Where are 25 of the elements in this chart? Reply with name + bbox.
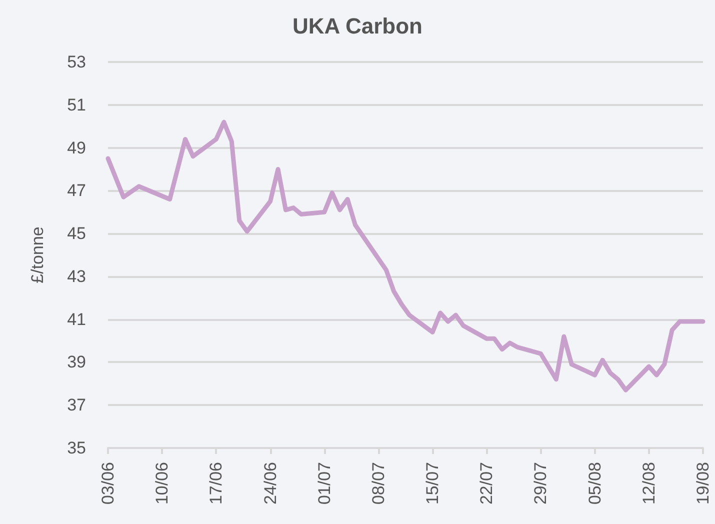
x-tick-label: 12/08 xyxy=(639,462,658,505)
y-tick-label: 47 xyxy=(67,181,86,200)
x-tick-label: 05/08 xyxy=(585,462,604,505)
y-tick-label: 43 xyxy=(67,266,86,286)
x-tick-label: 10/06 xyxy=(152,462,172,505)
y-axis-title: £/tonne xyxy=(28,226,47,284)
x-tick-label: 08/07 xyxy=(368,462,388,505)
y-tick-label: 49 xyxy=(67,138,86,158)
y-tick-label: 35 xyxy=(67,438,86,458)
x-tick-label: 22/07 xyxy=(477,462,496,505)
x-tick-label: 24/06 xyxy=(260,462,280,505)
y-tick-label: 37 xyxy=(67,396,86,415)
x-tick-label: 17/06 xyxy=(206,462,226,505)
y-tick-label: 45 xyxy=(67,224,86,244)
x-tick-label: 19/08 xyxy=(694,462,712,505)
y-tick-label: 39 xyxy=(67,352,86,372)
x-tick-label: 15/07 xyxy=(423,462,442,505)
y-tick-label: 53 xyxy=(67,52,86,72)
x-tick-label: 29/07 xyxy=(531,462,550,505)
line-series xyxy=(106,120,706,392)
y-tick-label: 41 xyxy=(67,310,86,329)
y-tick-label: 51 xyxy=(67,95,86,114)
chart-title: UKA Carbon xyxy=(292,14,422,38)
x-tick-label: 01/07 xyxy=(314,462,334,505)
x-tick-label: 03/06 xyxy=(98,462,118,505)
